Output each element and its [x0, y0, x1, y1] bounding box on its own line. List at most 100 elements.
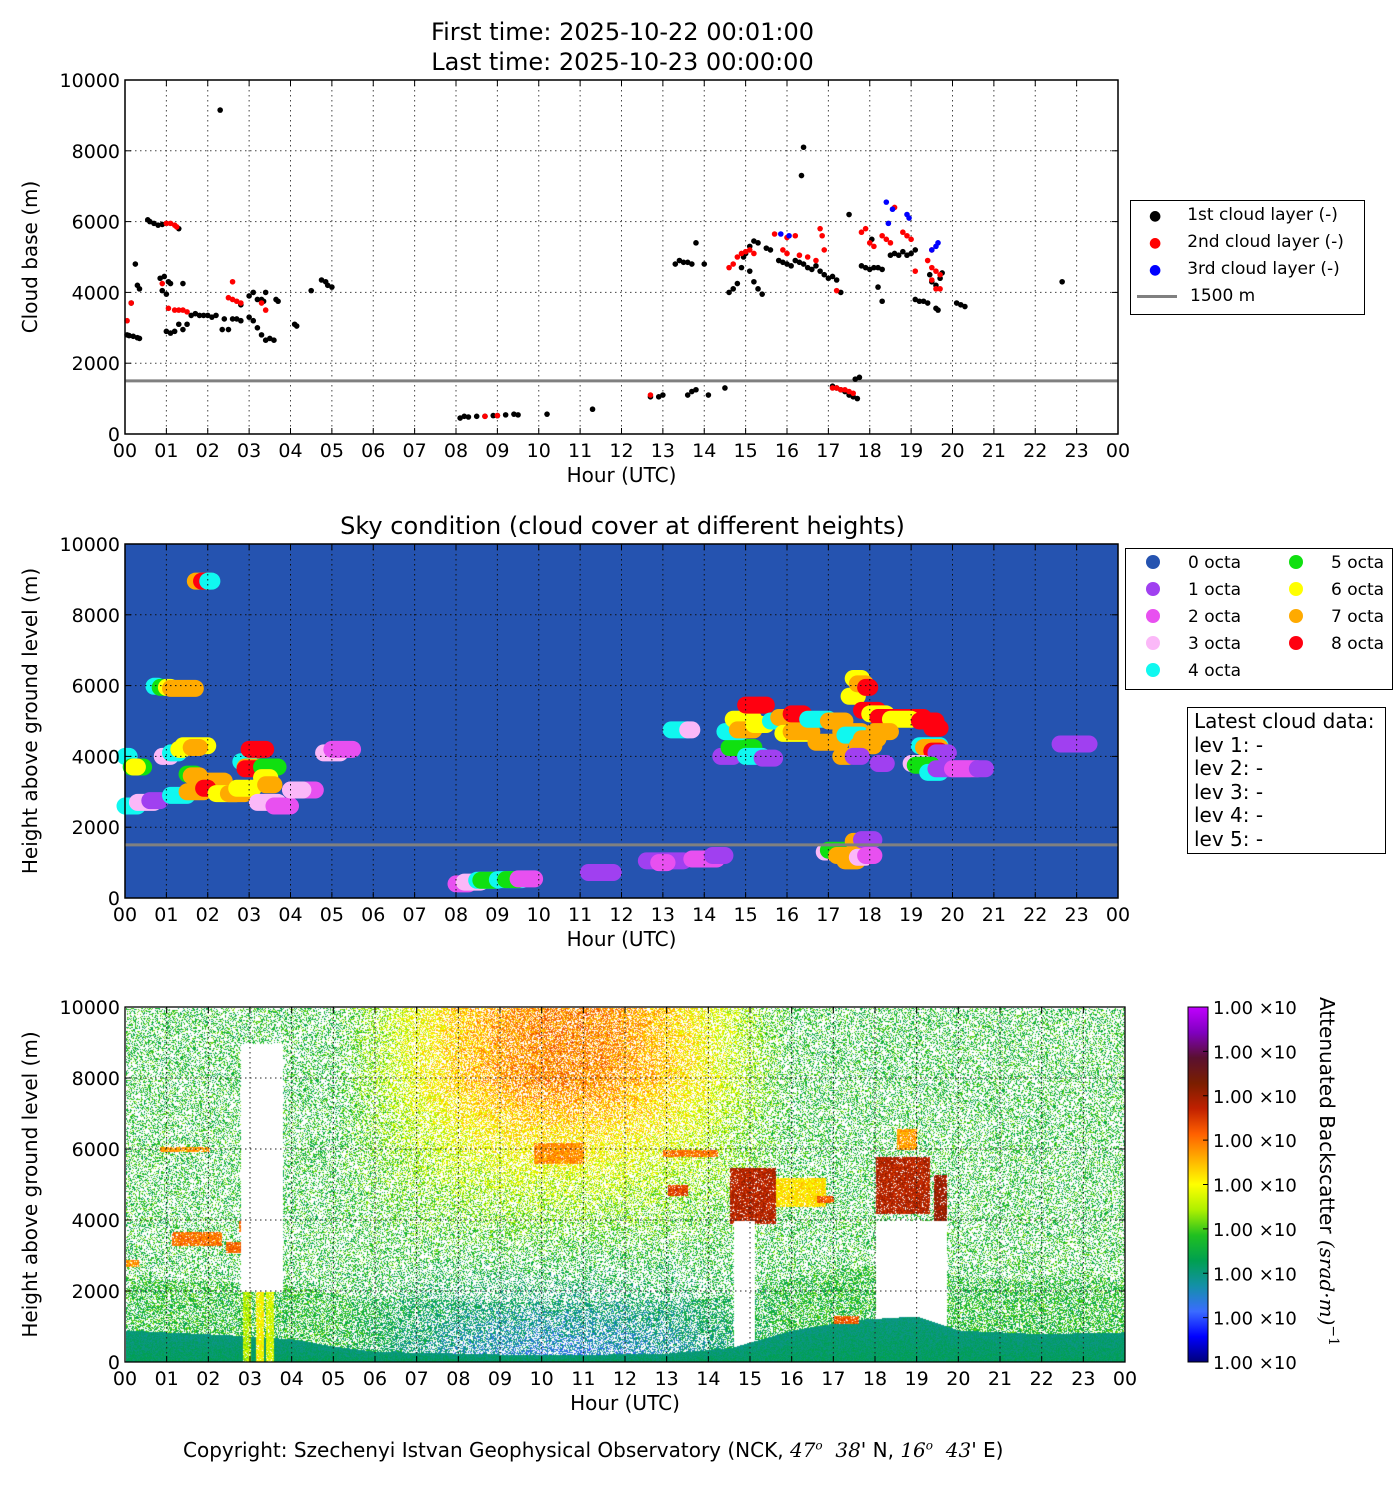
x-tick-label: 20 [946, 1368, 970, 1390]
cloud-base-point [926, 271, 933, 278]
x-tick-label: 07 [405, 1368, 429, 1390]
cloud-base-point [660, 392, 666, 398]
x-tick-label: 21 [982, 440, 1006, 462]
cloud-base-point [511, 411, 517, 417]
cloud-base-point [906, 215, 912, 221]
x-tick-label: 17 [821, 1368, 845, 1390]
cloud-base-point [734, 280, 741, 287]
x-tick-label: 07 [403, 440, 427, 462]
x-tick-label: 02 [196, 440, 220, 462]
octa-dot-icon [1146, 636, 1160, 650]
x-tick-label: 13 [655, 1368, 679, 1390]
cloud-base-point [200, 312, 207, 319]
cloud-base-point [751, 278, 757, 285]
cloud-base-point [175, 321, 182, 328]
cloud-base-chart: 00 01 02 03 04 05 06 07 08 09 10 11 12 13 14 15 16 17 18 19… [18, 70, 1130, 487]
cloud-base-point [858, 229, 865, 236]
cloud-base-point [1059, 278, 1065, 285]
y-tick-label: 4000 [72, 1210, 120, 1232]
cloud-base-point [767, 247, 774, 253]
cloud-base-point [883, 236, 890, 243]
layer2-dot-icon: ● [1149, 235, 1162, 251]
x-tick-label: 23 [1071, 1368, 1095, 1390]
x-tick-label: 00 [113, 904, 137, 926]
cloud-base-point [250, 317, 257, 324]
cloud-base-point [786, 232, 792, 239]
cloud-base-point [180, 326, 186, 333]
cloud-base-point [804, 254, 811, 260]
cloud-base-point [229, 316, 236, 322]
cloud-base-point [180, 280, 186, 287]
x-tick-label: 06 [363, 1368, 387, 1390]
cloud-base-point [798, 172, 805, 179]
cloud-base-point [128, 300, 135, 306]
x-tick-label: 01 [154, 440, 178, 462]
cloud-base-point [473, 413, 480, 420]
x-tick-label: 13 [651, 904, 675, 926]
cloud-base-point [933, 268, 939, 274]
cloud-base-point [262, 307, 269, 313]
x-tick-label: 13 [651, 440, 675, 462]
x-tick-label: 00 [1106, 904, 1130, 926]
cloud-base-point [817, 268, 823, 274]
cloud-base-point [258, 332, 265, 338]
x-tick-label: 17 [816, 440, 840, 462]
cloud-base-point [173, 224, 180, 230]
y-tick-label: 8000 [72, 605, 120, 627]
octa-legend-entry: 7 octa [1289, 607, 1384, 627]
cloud-base-point [693, 386, 699, 393]
colorbar-label-unit: (srad·m) [1315, 1240, 1339, 1325]
y-tick-label: 8000 [72, 141, 120, 163]
latest-cloud-data-box: Latest cloud data: lev 1: - lev 2: - lev… [1187, 707, 1386, 854]
cloud-base-point [490, 412, 497, 419]
cloud-base-point [465, 414, 472, 420]
cloud-base-point [937, 271, 943, 278]
latest-lev-5: lev 5: - [1194, 826, 1264, 851]
cloud-base-point [904, 232, 910, 239]
x-tick-label: 05 [321, 1368, 345, 1390]
y-tick-label: 10000 [60, 997, 120, 1019]
latest-lev-1: lev 1: - [1194, 732, 1264, 757]
cloud-base-point [672, 261, 679, 267]
cloud-base-point [494, 412, 501, 419]
cloud-base-point [788, 263, 794, 269]
x-tick-label: 06 [361, 904, 385, 926]
octa-legend-entry: 4 octa [1146, 661, 1241, 681]
cloud-base-point [693, 240, 699, 246]
x-tick-label: 09 [488, 1368, 512, 1390]
x-tick-label: 14 [696, 1368, 720, 1390]
octa-label: 2 octa [1188, 607, 1242, 627]
cloud-base-point [271, 337, 277, 343]
x-tick-label: 10 [530, 1368, 554, 1390]
x-tick-label: 00 [113, 440, 137, 462]
cloud-base-point [722, 385, 728, 391]
colorbar-tick-label: 1.00 ×10 [1213, 1087, 1297, 1108]
copyright-prefix: Copyright: Szechenyi Istvan Geophysical … [183, 1438, 790, 1462]
sky-condition-chart: 00 01 02 03 04 05 06 07 08 09 10 11 12 13 14 15 16 17 18 19… [18, 534, 1130, 951]
cloud-base-point [175, 307, 182, 313]
legend-label: 1st cloud layer (-) [1187, 205, 1338, 225]
cloud-base-point [871, 243, 877, 250]
last-time-title: Last time: 2025-10-23 00:00:00 [431, 48, 814, 76]
octa-dot-icon [1289, 609, 1303, 623]
x-tick-label: 20 [940, 904, 964, 926]
cloud-base-point [213, 312, 219, 319]
x-tick-label: 15 [734, 440, 758, 462]
cloud-base-point [730, 261, 737, 267]
legend-label: 1500 m [1190, 286, 1256, 306]
x-tick-label: 12 [613, 1368, 637, 1390]
cloud-base-point [136, 335, 143, 342]
x-tick-label: 03 [237, 440, 261, 462]
cloud-base-point [895, 252, 902, 259]
cloud-base-point [929, 264, 935, 271]
x-tick-label: 00 [1106, 440, 1130, 462]
series-layer-2 [124, 204, 943, 420]
x-tick-label: 02 [196, 904, 220, 926]
y-tick-label: 6000 [72, 1139, 120, 1161]
cloud-base-point [771, 231, 778, 237]
x-tick-label: 22 [1023, 440, 1047, 462]
cloud-base-point [701, 261, 708, 267]
y-tick-label: 6000 [72, 212, 120, 234]
cloud-base-point [246, 293, 252, 299]
legend-entry-layer1: ● 1st cloud layer (-) [1149, 205, 1338, 225]
